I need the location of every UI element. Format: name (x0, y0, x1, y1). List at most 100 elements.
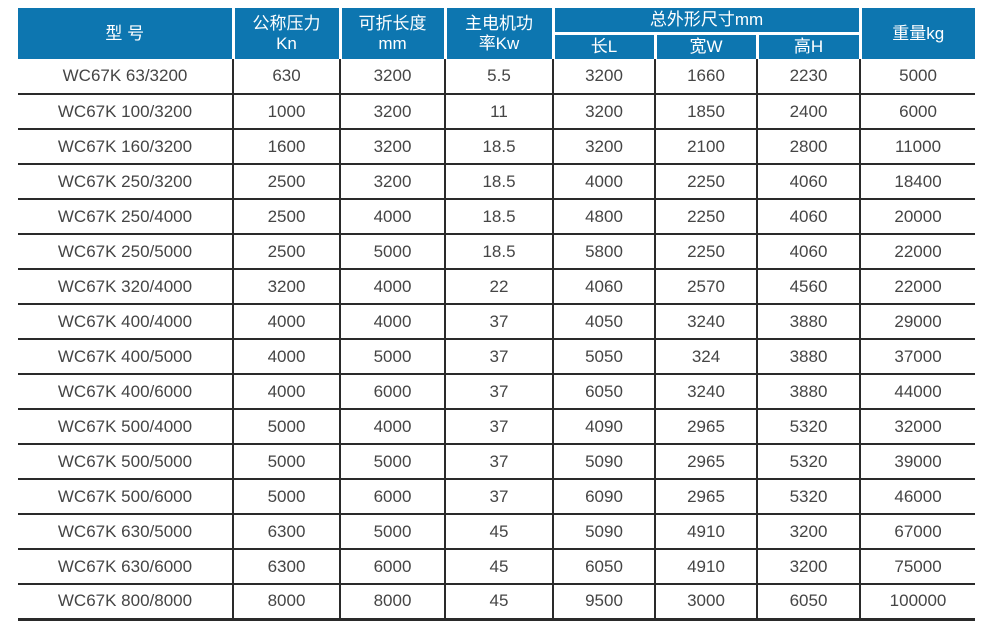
model-cell: WC67K 100/3200 (18, 93, 233, 130)
value-cell: 9500 (552, 583, 655, 621)
value-cell: 6300 (232, 513, 340, 550)
col-header-motor-power-line2: 率Kw (478, 33, 520, 53)
table-row: WC67K 500/4000 5000 4000 37 4090 2965 5320 3200… (18, 408, 976, 445)
value-cell: 4000 (339, 408, 445, 445)
col-header-motor-power-line1: 主电机功 (465, 13, 533, 33)
value-cell: 18.5 (444, 128, 553, 165)
value-cell: 6000 (339, 548, 445, 585)
model-cell: WC67K 250/5000 (18, 233, 233, 270)
col-header-fold-length-line1: 可折长度 (358, 13, 427, 33)
value-cell: 4000 (552, 163, 655, 200)
value-cell: 2965 (654, 408, 757, 445)
value-cell: 3200 (339, 128, 445, 165)
value-cell: 6050 (755, 583, 861, 621)
model-cell: WC67K 800/8000 (18, 583, 233, 621)
value-cell: 630 (232, 59, 340, 95)
value-cell: 324 (654, 338, 757, 375)
value-cell: 6000 (859, 93, 976, 130)
value-cell: 11000 (859, 128, 976, 165)
value-cell: 5000 (339, 513, 445, 550)
value-cell: 5.5 (444, 59, 553, 95)
value-cell: 37 (444, 338, 553, 375)
value-cell: 2250 (654, 198, 757, 235)
value-cell: 75000 (859, 548, 976, 585)
table-row: WC67K 250/5000 2500 5000 18.5 5800 2250 4060 22… (18, 233, 976, 270)
col-header-pressure-line1: 公称压力 (252, 13, 321, 33)
table-row: WC67K 400/5000 4000 5000 37 5050 324 3880 37000 (18, 338, 976, 375)
model-cell: WC67K 630/5000 (18, 513, 233, 550)
value-cell: 37000 (859, 338, 976, 375)
value-cell: 4050 (552, 303, 655, 340)
value-cell: 2570 (654, 268, 757, 305)
model-cell: WC67K 500/6000 (18, 478, 233, 515)
value-cell: 3200 (552, 93, 655, 130)
value-cell: 6090 (552, 478, 655, 515)
value-cell: 3240 (654, 303, 757, 340)
table-row: WC67K 500/5000 5000 5000 37 5090 2965 5320 3900… (18, 443, 976, 480)
value-cell: 5000 (232, 408, 340, 445)
value-cell: 2500 (232, 233, 340, 270)
value-cell: 3200 (232, 268, 340, 305)
value-cell: 5090 (552, 443, 655, 480)
value-cell: 5320 (755, 443, 861, 480)
value-cell: 32000 (859, 408, 976, 445)
value-cell: 4800 (552, 198, 655, 235)
value-cell: 3200 (339, 163, 445, 200)
table-row: WC67K 250/4000 2500 4000 18.5 4800 2250 4060 20… (18, 198, 976, 235)
value-cell: 6050 (552, 548, 655, 585)
model-cell: WC67K 160/3200 (18, 128, 233, 165)
value-cell: 4000 (339, 303, 445, 340)
table-row: WC67K 500/6000 5000 6000 37 6090 2965 5320 4600… (18, 478, 976, 515)
table-row: WC67K 630/5000 6300 5000 45 5090 4910 3200 6700… (18, 513, 976, 550)
value-cell: 67000 (859, 513, 976, 550)
col-header-dim-length: 长L (551, 33, 655, 60)
value-cell: 100000 (859, 583, 976, 621)
value-cell: 6300 (232, 548, 340, 585)
spec-table-header: 型 号 公称压力 Kn 可折长度 mm 主电机功 率Kw 总外形尺寸mm 重量k… (18, 8, 976, 60)
page: 型 号 公称压力 Kn 可折长度 mm 主电机功 率Kw 总外形尺寸mm 重量k… (18, 8, 976, 621)
value-cell: 46000 (859, 478, 976, 515)
value-cell: 22000 (859, 233, 976, 270)
col-header-fold-length: 可折长度 mm (338, 8, 445, 60)
value-cell: 6050 (552, 373, 655, 410)
value-cell: 4000 (339, 268, 445, 305)
value-cell: 5000 (339, 443, 445, 480)
value-cell: 18400 (859, 163, 976, 200)
value-cell: 1000 (232, 93, 340, 130)
value-cell: 4910 (654, 548, 757, 585)
value-cell: 2400 (755, 93, 861, 130)
value-cell: 39000 (859, 443, 976, 480)
value-cell: 45 (444, 548, 553, 585)
header-row-sub: 长L 宽W 高H (18, 33, 975, 60)
value-cell: 1850 (654, 93, 757, 130)
model-cell: WC67K 400/5000 (18, 338, 233, 375)
value-cell: 44000 (859, 373, 976, 410)
model-cell: WC67K 400/4000 (18, 303, 233, 340)
value-cell: 4090 (552, 408, 655, 445)
value-cell: 4000 (339, 198, 445, 235)
spec-table-body: WC67K 63/3200 630 3200 5.5 3200 1660 2230 5000 W… (18, 59, 976, 621)
spec-table: 型 号 公称压力 Kn 可折长度 mm 主电机功 率Kw 总外形尺寸mm 重量k… (18, 8, 976, 621)
value-cell: 22000 (859, 268, 976, 305)
value-cell: 2250 (654, 233, 757, 270)
value-cell: 3200 (755, 513, 861, 550)
value-cell: 3000 (654, 583, 757, 621)
value-cell: 4910 (654, 513, 757, 550)
value-cell: 45 (444, 513, 553, 550)
value-cell: 37 (444, 408, 553, 445)
value-cell: 5000 (232, 443, 340, 480)
value-cell: 5090 (552, 513, 655, 550)
value-cell: 2500 (232, 163, 340, 200)
model-cell: WC67K 250/4000 (18, 198, 233, 235)
value-cell: 2250 (654, 163, 757, 200)
value-cell: 5000 (859, 59, 976, 95)
value-cell: 3880 (755, 303, 861, 340)
value-cell: 37 (444, 303, 553, 340)
value-cell: 5000 (232, 478, 340, 515)
value-cell: 6000 (339, 478, 445, 515)
header-row-main: 型 号 公称压力 Kn 可折长度 mm 主电机功 率Kw 总外形尺寸mm 重量k… (18, 8, 976, 60)
table-row: WC67K 630/6000 6300 6000 45 6050 4910 3200 7500… (18, 548, 976, 585)
value-cell: 3200 (552, 128, 655, 165)
value-cell: 5000 (339, 338, 445, 375)
value-cell: 1660 (654, 59, 757, 95)
